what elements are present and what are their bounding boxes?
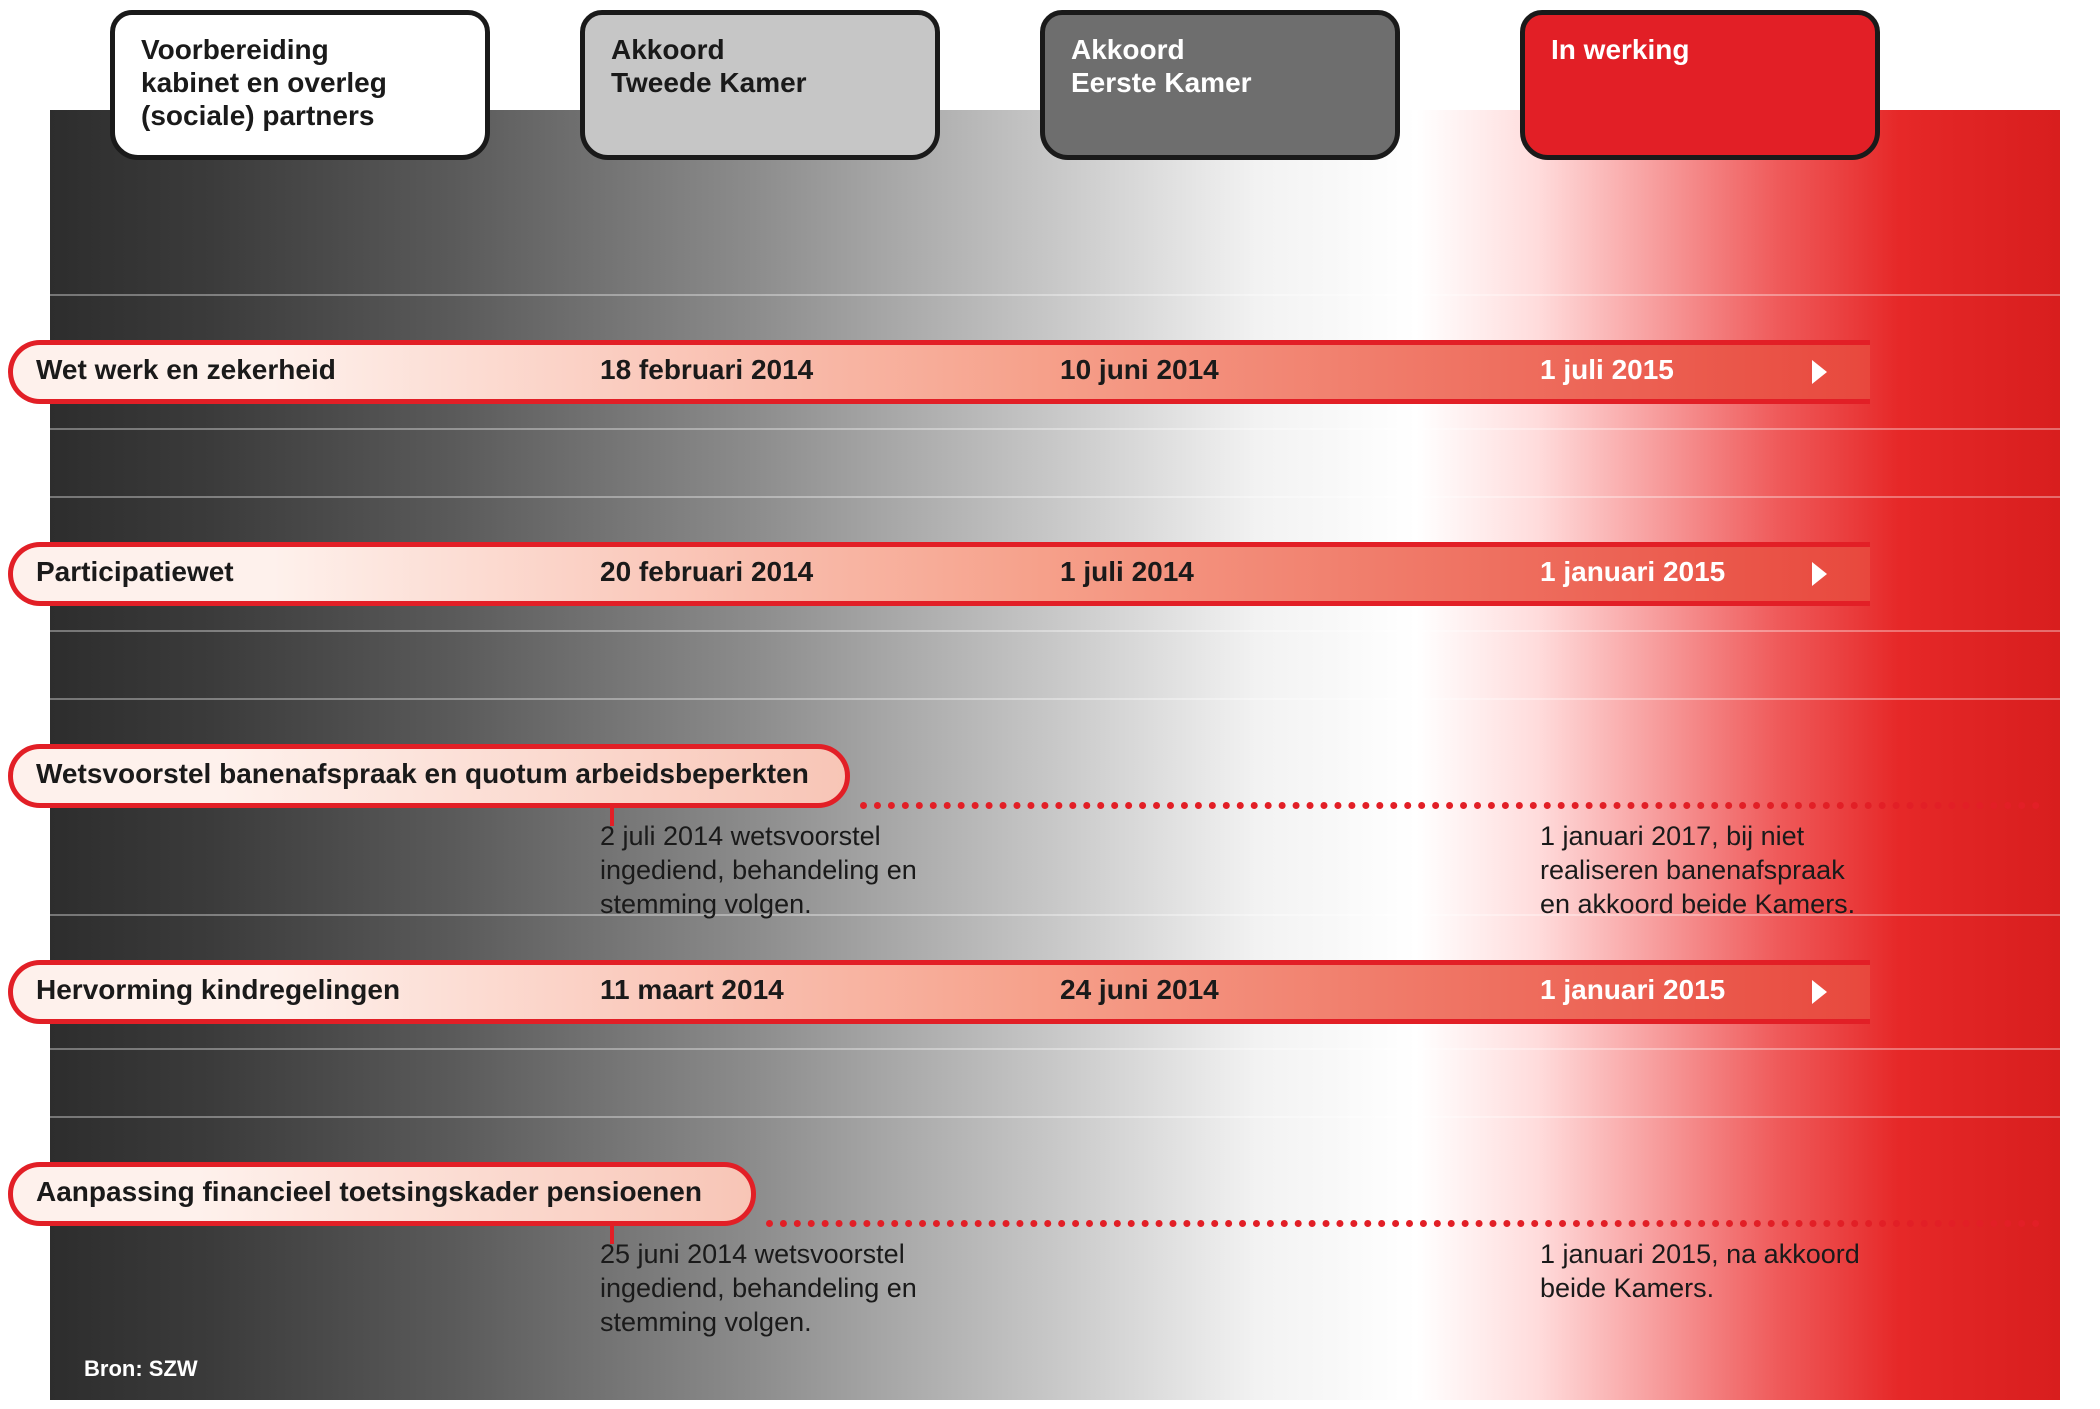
row-title: Wetsvoorstel banenafspraak en quotum arb… bbox=[36, 758, 809, 790]
row-date-in-werking: 1 januari 2015 bbox=[1540, 556, 1725, 588]
row-separator bbox=[50, 1116, 2060, 1118]
header-tab-h4: In werking bbox=[1520, 10, 1880, 160]
chevron-right-icon bbox=[1800, 354, 1836, 390]
header-tab-h3: AkkoordEerste Kamer bbox=[1040, 10, 1400, 160]
row-date-eerste-kamer: 24 juni 2014 bbox=[1060, 974, 1219, 1006]
row-date-eerste-kamer: 10 juni 2014 bbox=[1060, 354, 1219, 386]
dotted-continuation bbox=[766, 1220, 2040, 1227]
row-date-tweede-kamer: 20 februari 2014 bbox=[600, 556, 813, 588]
row-date-tweede-kamer: 11 maart 2014 bbox=[600, 974, 784, 1006]
row-separator bbox=[50, 1048, 2060, 1050]
row-separator bbox=[50, 630, 2060, 632]
row-note-col4: 1 januari 2017, bij niet realiseren bane… bbox=[1540, 820, 1960, 921]
header-tab-line: Akkoord bbox=[1071, 33, 1369, 66]
row-separator bbox=[50, 496, 2060, 498]
header-tab-line: (sociale) partners bbox=[141, 99, 459, 132]
chevron-right-icon bbox=[1800, 556, 1836, 592]
timeline-diagram: Voorbereidingkabinet en overleg(sociale)… bbox=[0, 0, 2100, 1409]
header-tab-line: In werking bbox=[1551, 33, 1849, 66]
dotted-continuation bbox=[860, 802, 2040, 809]
header-tab-line: Akkoord bbox=[611, 33, 909, 66]
row-title: Participatiewet bbox=[36, 556, 234, 588]
row-title: Aanpassing financieel toetsingskader pen… bbox=[36, 1176, 702, 1208]
row-title: Wet werk en zekerheid bbox=[36, 354, 336, 386]
source-label: Bron: SZW bbox=[84, 1356, 198, 1382]
header-tab-h1: Voorbereidingkabinet en overleg(sociale)… bbox=[110, 10, 490, 160]
chevron-right-icon bbox=[1800, 974, 1836, 1010]
row-note-col2: 2 juli 2014 wetsvoorstel ingediend, beha… bbox=[600, 820, 1000, 921]
row-note-col4: 1 januari 2015, na akkoord beide Kamers. bbox=[1540, 1238, 1960, 1306]
row-separator bbox=[50, 698, 2060, 700]
row-title: Hervorming kindregelingen bbox=[36, 974, 400, 1006]
header-tab-h2: AkkoordTweede Kamer bbox=[580, 10, 940, 160]
header-tab-line: kabinet en overleg bbox=[141, 66, 459, 99]
row-date-eerste-kamer: 1 juli 2014 bbox=[1060, 556, 1194, 588]
header-tab-line: Tweede Kamer bbox=[611, 66, 909, 99]
row-separator bbox=[50, 428, 2060, 430]
row-date-in-werking: 1 januari 2015 bbox=[1540, 974, 1725, 1006]
row-note-col2: 25 juni 2014 wetsvoorstel ingediend, beh… bbox=[600, 1238, 1000, 1339]
row-date-in-werking: 1 juli 2015 bbox=[1540, 354, 1674, 386]
row-separator bbox=[50, 294, 2060, 296]
header-tab-line: Voorbereiding bbox=[141, 33, 459, 66]
row-date-tweede-kamer: 18 februari 2014 bbox=[600, 354, 813, 386]
header-tab-line: Eerste Kamer bbox=[1071, 66, 1369, 99]
